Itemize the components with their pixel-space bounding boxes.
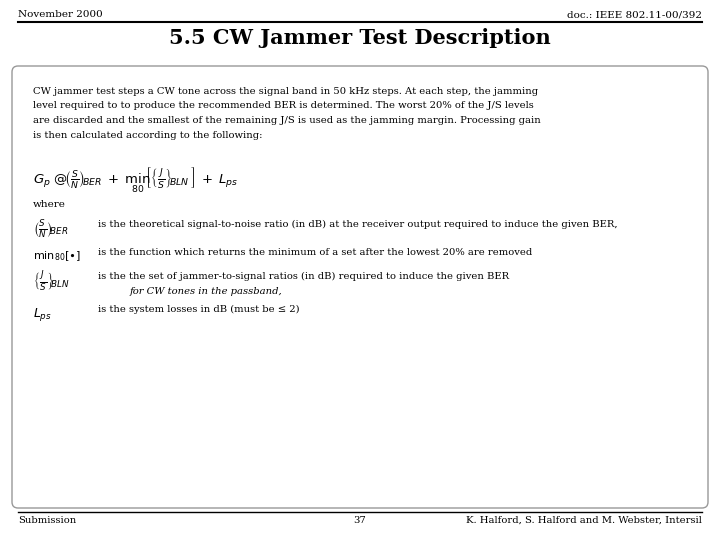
Text: level required to to produce the recommended BER is determined. The worst 20% of: level required to to produce the recomme… [33,102,534,111]
Text: where: where [33,200,66,209]
Text: is the system losses in dB (must be ≤ 2): is the system losses in dB (must be ≤ 2) [98,305,300,314]
Text: $G_p\;@\!\left(\frac{S}{N}\right)_{\!\!BER}\;+\;\min_{80}\!\!\left[\left\{\frac{: $G_p\;@\!\left(\frac{S}{N}\right)_{\!\!B… [33,165,238,194]
FancyBboxPatch shape [12,66,708,508]
Text: Submission: Submission [18,516,76,525]
Text: K. Halford, S. Halford and M. Webster, Intersil: K. Halford, S. Halford and M. Webster, I… [466,516,702,525]
Text: is then calculated according to the following:: is then calculated according to the foll… [33,131,263,139]
Text: is the function which returns the minimum of a set after the lowest 20% are remo: is the function which returns the minimu… [98,248,532,257]
Text: $L_{ps}$: $L_{ps}$ [33,306,52,323]
Text: are discarded and the smallest of the remaining J/S is used as the jamming margi: are discarded and the smallest of the re… [33,116,541,125]
Text: November 2000: November 2000 [18,10,103,19]
Text: $\left\{\frac{J}{S}\right\}_{\!\!BLN}$: $\left\{\frac{J}{S}\right\}_{\!\!BLN}$ [33,270,70,294]
Text: doc.: IEEE 802.11-00/392: doc.: IEEE 802.11-00/392 [567,10,702,19]
Text: is the the set of jammer-to-signal ratios (in dB) required to induce the given B: is the the set of jammer-to-signal ratio… [98,272,509,281]
Text: 37: 37 [354,516,366,525]
Text: $\left(\frac{S}{N}\right)_{\!\!BER}$: $\left(\frac{S}{N}\right)_{\!\!BER}$ [33,218,68,240]
Text: for CW tones in the passband,: for CW tones in the passband, [130,287,283,296]
Text: CW jammer test steps a CW tone across the signal band in 50 kHz steps. At each s: CW jammer test steps a CW tone across th… [33,87,538,96]
Text: is the theoretical signal-to-noise ratio (in dB) at the receiver output required: is the theoretical signal-to-noise ratio… [98,220,618,229]
Text: $\mathrm{min}_{80}[\bullet]$: $\mathrm{min}_{80}[\bullet]$ [33,249,81,263]
Text: 5.5 CW Jammer Test Description: 5.5 CW Jammer Test Description [169,28,551,48]
